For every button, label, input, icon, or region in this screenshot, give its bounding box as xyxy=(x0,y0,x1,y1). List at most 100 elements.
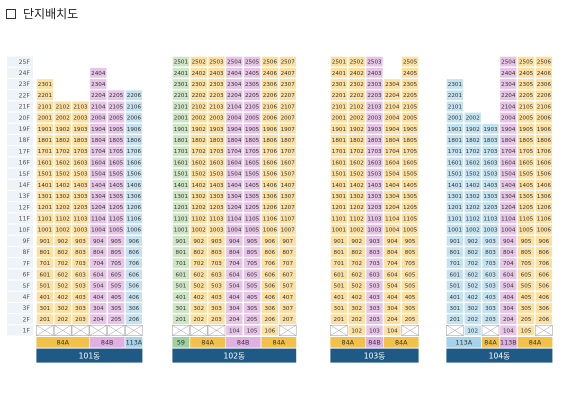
unit-cell[interactable] xyxy=(71,268,90,280)
unit-cell[interactable] xyxy=(330,212,348,224)
unit-cell[interactable] xyxy=(463,257,482,269)
unit-cell[interactable] xyxy=(446,78,464,90)
unit-cell[interactable] xyxy=(107,100,125,112)
unit-cell[interactable] xyxy=(365,56,384,68)
unit-cell[interactable] xyxy=(365,246,384,258)
unit-cell[interactable] xyxy=(330,313,348,325)
unit-cell[interactable] xyxy=(401,280,419,292)
unit-cell[interactable] xyxy=(172,145,190,157)
unit-cell[interactable] xyxy=(383,201,402,213)
unit-cell[interactable] xyxy=(278,313,297,325)
unit-cell[interactable] xyxy=(89,123,108,135)
unit-cell[interactable] xyxy=(125,257,143,269)
unit-cell[interactable] xyxy=(71,190,90,202)
unit-cell[interactable] xyxy=(243,268,261,280)
unit-cell[interactable] xyxy=(89,235,108,247)
unit-cell[interactable] xyxy=(446,112,464,124)
unit-cell[interactable] xyxy=(261,235,279,247)
unit-cell[interactable] xyxy=(463,324,482,336)
unit-cell[interactable] xyxy=(172,302,190,314)
unit-cell[interactable] xyxy=(89,201,108,213)
unit-cell[interactable] xyxy=(172,100,190,112)
unit-cell[interactable] xyxy=(243,201,261,213)
unit-cell[interactable] xyxy=(330,291,348,303)
unit-cell[interactable] xyxy=(347,56,366,68)
unit-cell[interactable] xyxy=(463,123,482,135)
unit-cell[interactable] xyxy=(71,291,90,303)
unit-cell[interactable] xyxy=(278,67,297,79)
unit-cell[interactable] xyxy=(535,201,553,213)
unit-cell[interactable] xyxy=(243,224,261,236)
unit-cell[interactable] xyxy=(446,201,464,213)
unit-cell[interactable] xyxy=(365,168,384,180)
unit-cell[interactable] xyxy=(125,201,143,213)
unit-cell[interactable] xyxy=(243,56,261,68)
unit-cell[interactable] xyxy=(261,201,279,213)
unit-cell[interactable] xyxy=(207,201,226,213)
unit-cell[interactable] xyxy=(53,246,72,258)
unit-cell[interactable] xyxy=(189,134,208,146)
unit-cell[interactable] xyxy=(207,313,226,325)
unit-cell[interactable] xyxy=(401,112,419,124)
unit-cell[interactable] xyxy=(125,123,143,135)
unit-cell[interactable] xyxy=(225,179,244,191)
unit-cell[interactable] xyxy=(36,235,54,247)
unit-cell[interactable] xyxy=(463,168,482,180)
unit-cell[interactable] xyxy=(125,89,143,101)
unit-cell[interactable] xyxy=(261,89,279,101)
unit-cell[interactable] xyxy=(517,78,535,90)
unit-cell[interactable] xyxy=(330,201,348,213)
unit-cell[interactable] xyxy=(261,246,279,258)
unit-cell[interactable] xyxy=(481,224,500,236)
unit-cell[interactable] xyxy=(225,123,244,135)
unit-cell[interactable] xyxy=(347,123,366,135)
unit-cell[interactable] xyxy=(189,313,208,325)
unit-cell[interactable] xyxy=(261,257,279,269)
unit-cell[interactable] xyxy=(347,201,366,213)
unit-cell[interactable] xyxy=(89,224,108,236)
unit-cell[interactable] xyxy=(36,302,54,314)
unit-cell[interactable] xyxy=(125,280,143,292)
unit-cell[interactable] xyxy=(383,156,402,168)
unit-cell[interactable] xyxy=(481,190,500,202)
unit-cell[interactable] xyxy=(535,302,553,314)
unit-cell[interactable] xyxy=(207,89,226,101)
unit-cell[interactable] xyxy=(125,112,143,124)
unit-cell[interactable] xyxy=(261,134,279,146)
unit-cell[interactable] xyxy=(383,100,402,112)
unit-cell[interactable] xyxy=(71,235,90,247)
unit-cell[interactable] xyxy=(172,56,190,68)
unit-cell[interactable] xyxy=(383,89,402,101)
unit-cell[interactable] xyxy=(347,179,366,191)
unit-cell[interactable] xyxy=(225,190,244,202)
unit-cell[interactable] xyxy=(383,112,402,124)
unit-cell[interactable] xyxy=(365,280,384,292)
unit-cell[interactable] xyxy=(383,302,402,314)
unit-cell[interactable] xyxy=(225,212,244,224)
unit-cell[interactable] xyxy=(225,67,244,79)
unit-cell[interactable] xyxy=(535,67,553,79)
unit-cell[interactable] xyxy=(125,168,143,180)
unit-cell[interactable] xyxy=(243,280,261,292)
unit-cell[interactable] xyxy=(401,224,419,236)
unit-cell[interactable] xyxy=(89,212,108,224)
unit-cell[interactable] xyxy=(347,134,366,146)
unit-cell[interactable] xyxy=(535,257,553,269)
unit-cell[interactable] xyxy=(499,112,518,124)
unit-cell[interactable] xyxy=(401,67,419,79)
unit-cell[interactable] xyxy=(261,280,279,292)
unit-cell[interactable] xyxy=(53,280,72,292)
unit-cell[interactable] xyxy=(243,145,261,157)
unit-cell[interactable] xyxy=(383,168,402,180)
unit-cell[interactable] xyxy=(347,257,366,269)
unit-cell[interactable] xyxy=(189,100,208,112)
unit-cell[interactable] xyxy=(89,89,108,101)
unit-cell[interactable] xyxy=(225,235,244,247)
unit-cell[interactable] xyxy=(207,145,226,157)
unit-cell[interactable] xyxy=(499,168,518,180)
unit-cell[interactable] xyxy=(189,224,208,236)
unit-cell[interactable] xyxy=(53,291,72,303)
unit-cell[interactable] xyxy=(107,201,125,213)
unit-cell[interactable] xyxy=(261,100,279,112)
unit-cell[interactable] xyxy=(383,280,402,292)
